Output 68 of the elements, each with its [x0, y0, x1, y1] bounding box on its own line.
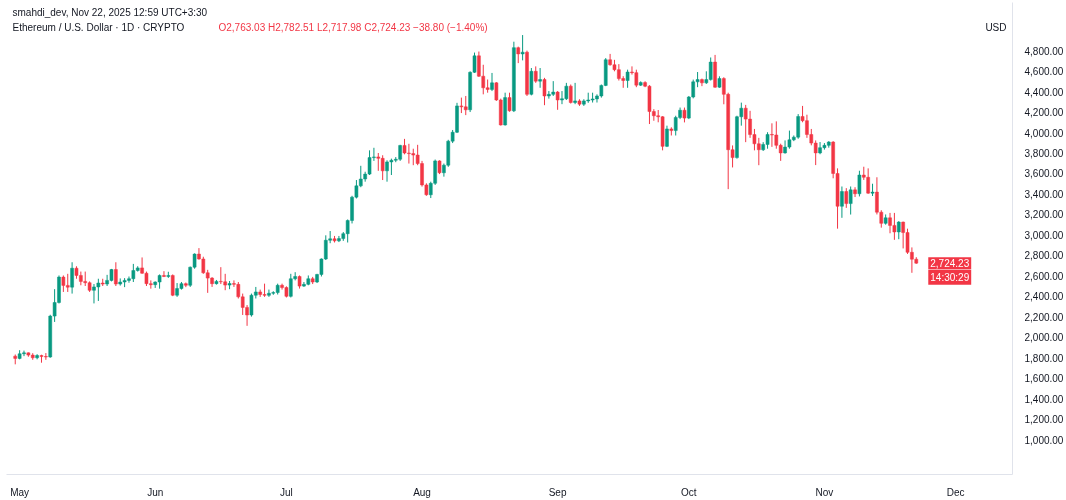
y-tick-label: 2,400.00	[1024, 291, 1064, 303]
candlestick	[547, 90, 551, 100]
y-tick-label: 3,800.00	[1024, 148, 1064, 160]
candlestick	[507, 92, 512, 113]
candlestick	[625, 69, 630, 89]
candlestick	[840, 185, 844, 219]
candlestick	[162, 270, 166, 278]
candlestick	[848, 185, 853, 216]
y-tick-label: 1,000.00	[1024, 434, 1064, 446]
candlestick	[708, 56, 713, 82]
candlestick	[853, 186, 857, 198]
candlestick	[114, 261, 118, 287]
y-tick-label: 3,400.00	[1024, 188, 1064, 200]
y-tick-label: 4,800.00	[1024, 45, 1064, 57]
candlestick	[529, 67, 534, 96]
y-tick-label: 2,800.00	[1024, 250, 1064, 262]
x-tick-label: Jul	[280, 486, 293, 498]
candlestick	[897, 220, 901, 240]
candlestick	[96, 278, 101, 302]
x-tick-label: Nov	[815, 486, 834, 498]
y-axis-title: USD	[985, 21, 1007, 33]
candlestick	[65, 273, 70, 293]
y-tick-label: 1,200.00	[1024, 414, 1064, 426]
candlestick	[267, 289, 271, 298]
candlestick	[463, 95, 468, 116]
candlestick	[787, 130, 792, 150]
y-tick-label: 2,600.00	[1024, 270, 1064, 282]
candlestick	[892, 212, 897, 241]
x-tick-label: Aug	[413, 486, 431, 498]
candlestick	[520, 34, 525, 61]
y-tick-label: 4,000.00	[1024, 127, 1064, 139]
candlestick	[131, 263, 136, 283]
candlestick	[844, 187, 849, 209]
annotation: 2,724.23	[930, 258, 970, 270]
candlestick	[70, 261, 74, 295]
x-tick-label: Sep	[548, 486, 567, 498]
candlestick	[555, 90, 560, 111]
y-tick-label: 4,200.00	[1024, 107, 1064, 119]
candlestick	[857, 170, 862, 197]
y-tick-label: 1,400.00	[1024, 393, 1064, 405]
candlestick	[796, 113, 800, 140]
y-tick-label: 2,000.00	[1024, 332, 1064, 344]
candlestick	[490, 72, 494, 92]
candlestick	[866, 167, 870, 195]
x-tick-label: May	[10, 486, 30, 498]
y-tick-label: 3,600.00	[1024, 168, 1064, 180]
text: O2,763.03 H2,782.51 L2,717.98 C2,724.23 −38.80 (−1.40%)	[218, 21, 488, 33]
y-tick-label: 4,600.00	[1024, 66, 1064, 78]
candlestick	[774, 120, 779, 150]
text: Ethereum / U.S. Dollar · 1D · CRYPTO	[12, 21, 185, 33]
y-tick-label: 1,800.00	[1024, 352, 1064, 364]
candlestick	[542, 77, 547, 106]
x-tick-label: Oct	[681, 486, 697, 498]
y-tick-label: 3,000.00	[1024, 229, 1064, 241]
x-tick-label: Jun	[147, 486, 164, 498]
annotation: smahdi_dev, Nov 22, 2025 12:59 UTC+3:30	[12, 6, 208, 18]
annotation: 14:30:29	[930, 271, 970, 283]
y-tick-label: 2,200.00	[1024, 311, 1064, 323]
x-tick-label: Dec	[946, 486, 965, 498]
y-tick-label: 3,200.00	[1024, 209, 1064, 221]
candlestick	[573, 82, 577, 105]
candlestick	[770, 122, 774, 148]
candlestick	[219, 266, 223, 285]
candlestick	[538, 67, 542, 89]
candlestick	[380, 154, 385, 181]
y-tick-label: 1,600.00	[1024, 373, 1064, 385]
y-tick-label: 4,400.00	[1024, 86, 1064, 98]
candlestick	[743, 104, 748, 143]
